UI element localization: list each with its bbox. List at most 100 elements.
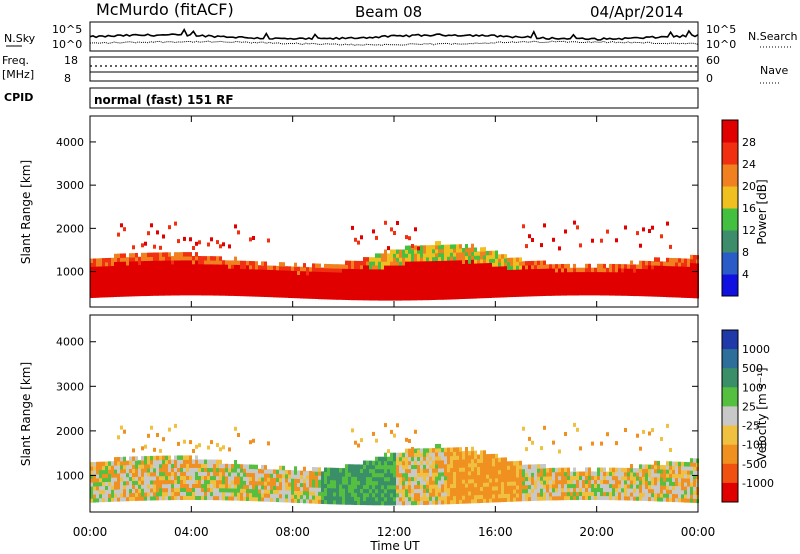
power-cell (651, 261, 654, 266)
power-cell (402, 276, 405, 282)
power-cell (669, 289, 672, 294)
power-cell (600, 271, 603, 276)
velocity-cell (159, 479, 162, 485)
velocity-cell (678, 485, 681, 491)
power-cell (372, 288, 375, 293)
velocity-colorbar-swatch (722, 482, 738, 503)
power-cell (468, 267, 471, 272)
nave-tick-low: 0 (706, 72, 713, 85)
velocity-cell (687, 474, 690, 479)
power-cell (141, 291, 144, 297)
power-cell (681, 289, 684, 294)
velocity-cell (513, 497, 516, 502)
power-cell (567, 267, 570, 273)
power-cell (399, 280, 402, 285)
power-cell (174, 263, 177, 269)
velocity-cell (681, 481, 684, 487)
power-cell (687, 285, 690, 291)
power-cell (540, 243, 543, 248)
velocity-cell (669, 497, 672, 502)
power-cell (96, 258, 99, 263)
velocity-cell (600, 467, 603, 472)
power-cell (366, 292, 369, 297)
velocity-cell (354, 476, 357, 481)
power-cell (456, 279, 459, 284)
power-cell (390, 253, 393, 258)
velocity-cell (639, 480, 642, 485)
power-cell (438, 252, 441, 258)
velocity-cell (270, 497, 273, 502)
power-cell (675, 262, 678, 267)
velocity-cell (519, 492, 522, 498)
velocity-cell (141, 468, 144, 473)
power-cell (627, 275, 630, 281)
velocity-cell (180, 467, 183, 472)
velocity-cell (645, 472, 648, 477)
power-cell (384, 288, 387, 293)
velocity-cell (666, 489, 669, 494)
power-cell (303, 270, 306, 276)
power-cell (180, 256, 183, 261)
power-cell (216, 260, 219, 265)
velocity-cell (126, 484, 129, 490)
power-cell (612, 287, 615, 292)
velocity-cell (288, 474, 291, 479)
power-cell (585, 267, 588, 273)
velocity-cell (678, 497, 681, 503)
power-cell (123, 227, 126, 232)
power-cell (420, 245, 423, 250)
power-cell (168, 263, 171, 269)
velocity-cell (537, 492, 540, 497)
power-cell (471, 243, 474, 249)
power-cell (531, 260, 534, 266)
velocity-cell (279, 481, 282, 487)
power-cell (432, 248, 435, 254)
velocity-cell (540, 480, 543, 485)
velocity-cell (159, 459, 162, 465)
power-cell (645, 264, 648, 270)
power-cell (378, 284, 381, 289)
power-cell (345, 272, 348, 277)
velocity-cell (117, 461, 120, 466)
velocity-cell (138, 492, 141, 497)
power-cell (132, 268, 135, 274)
velocity-cell (405, 464, 408, 470)
velocity-cell (417, 496, 420, 502)
velocity-cell (216, 459, 219, 465)
velocity-cell (345, 476, 348, 481)
power-cell (480, 255, 483, 260)
power-cell (261, 265, 264, 270)
velocity-cell (144, 496, 147, 501)
power-cell (597, 271, 600, 276)
power-cell (210, 271, 213, 277)
power-cell (666, 261, 669, 267)
velocity-cell (99, 497, 102, 503)
power-cell (654, 269, 657, 274)
power-cell (636, 231, 639, 236)
velocity-cell (261, 481, 264, 486)
velocity-cell (168, 467, 171, 473)
velocity-cell (351, 496, 354, 501)
power-cell (108, 265, 111, 271)
power-cell (348, 268, 351, 273)
power-cell (219, 264, 222, 269)
velocity-cell (627, 492, 630, 497)
power-cell (621, 264, 624, 269)
power-cell (432, 268, 435, 273)
power-cell (504, 281, 507, 286)
power-cell (351, 284, 354, 289)
velocity-cell (309, 474, 312, 480)
power-cell (414, 245, 417, 250)
velocity-cell (381, 480, 384, 486)
velocity-cell (489, 490, 492, 495)
power-cell (453, 275, 456, 280)
power-cell (129, 261, 132, 266)
power-cell (615, 267, 618, 273)
power-cell (294, 289, 297, 295)
velocity-cell (507, 469, 510, 474)
velocity-cell (654, 468, 657, 474)
velocity-cell (165, 455, 168, 461)
power-cell (639, 280, 642, 285)
velocity-cell (126, 476, 129, 482)
power-cell (153, 272, 156, 277)
